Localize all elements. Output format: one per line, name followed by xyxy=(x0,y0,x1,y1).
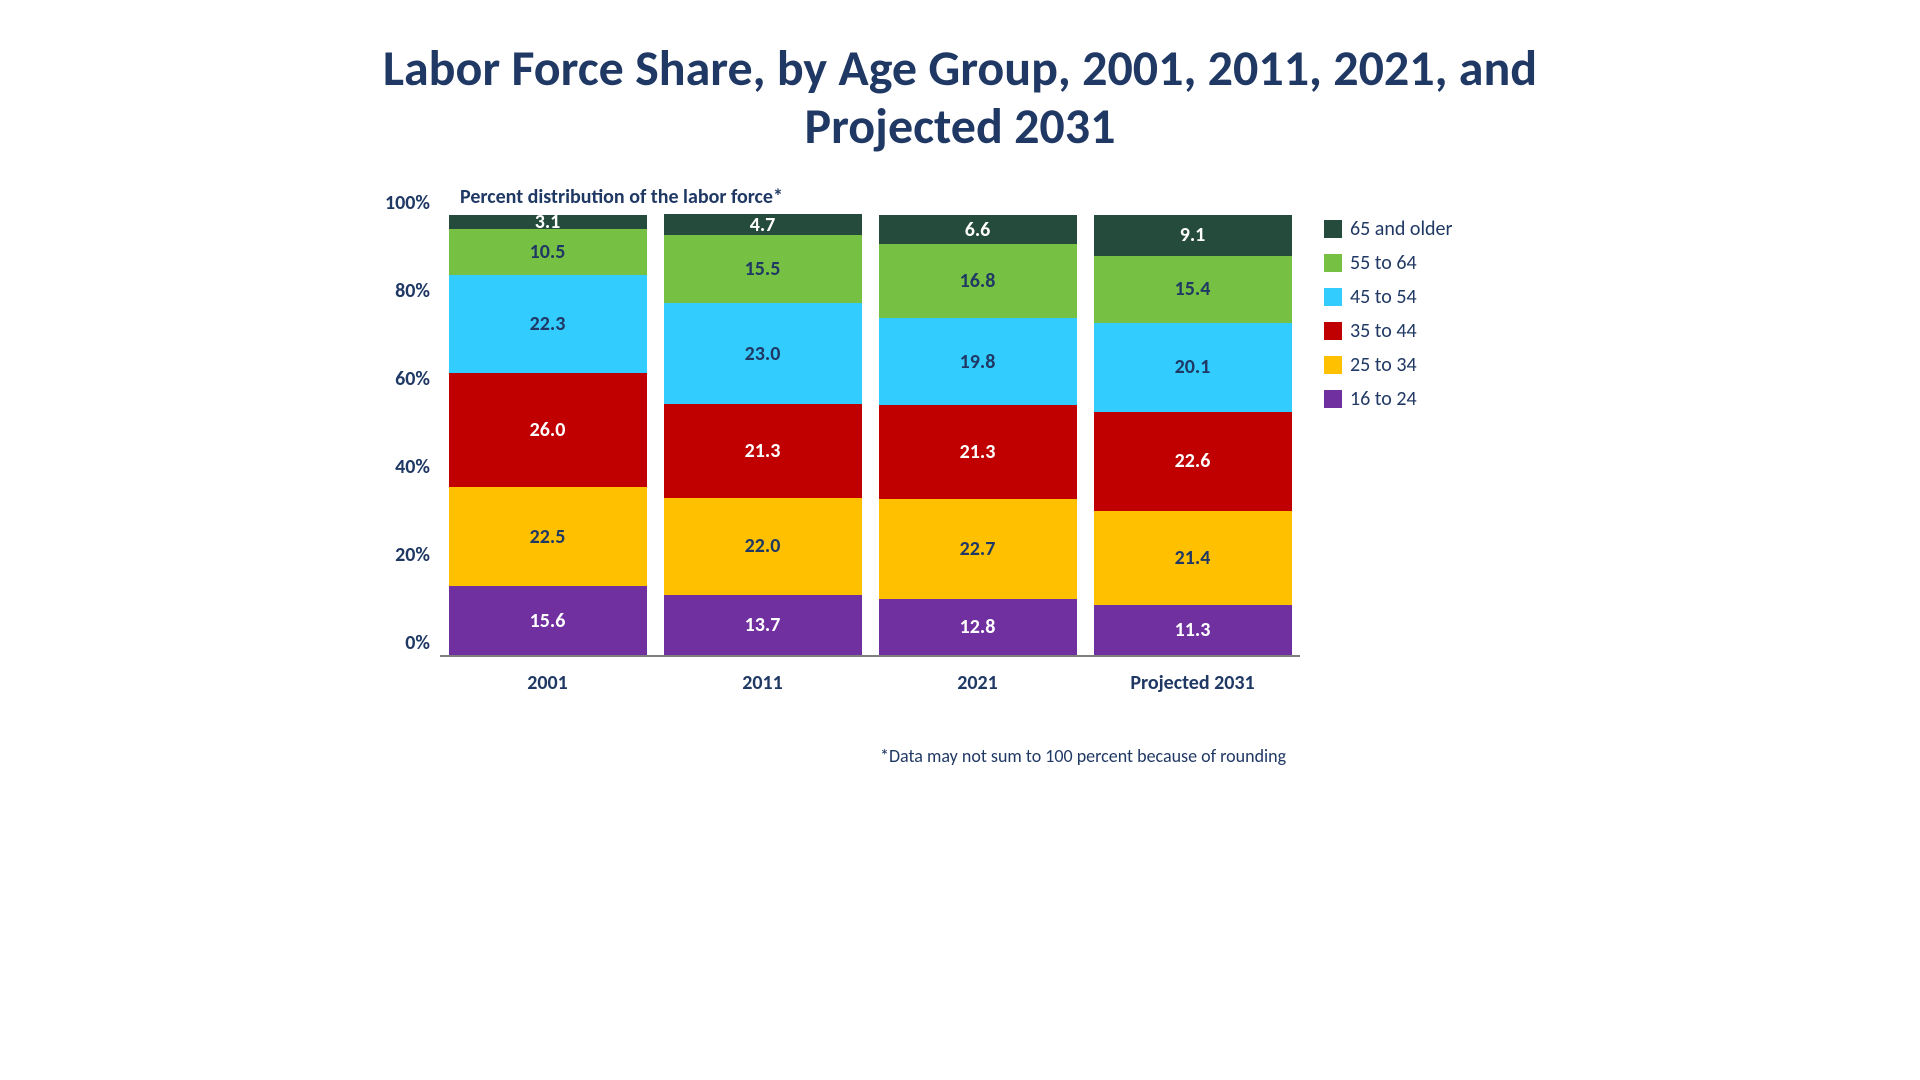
bar-segment: 15.5 xyxy=(664,235,862,303)
legend-swatch xyxy=(1324,390,1342,408)
legend-item: 55 to 64 xyxy=(1324,251,1452,275)
legend-label: 55 to 64 xyxy=(1350,251,1417,275)
y-axis: 100%80%60%40%20%0% xyxy=(360,215,440,655)
bar-segment: 21.3 xyxy=(879,405,1077,499)
legend-label: 45 to 54 xyxy=(1350,285,1417,309)
legend-item: 25 to 34 xyxy=(1324,353,1452,377)
bar-segment: 22.0 xyxy=(664,498,862,595)
bar-segment: 12.8 xyxy=(879,599,1077,655)
x-axis-label: Projected 2031 xyxy=(1094,671,1292,695)
legend-label: 65 and older xyxy=(1350,217,1452,241)
bar-segment: 15.6 xyxy=(449,586,647,655)
chart-title-line2: Projected 2031 xyxy=(0,98,1920,156)
bar-segment: 3.1 xyxy=(449,215,647,229)
legend-label: 25 to 34 xyxy=(1350,353,1417,377)
legend-item: 16 to 24 xyxy=(1324,387,1452,411)
chart-footnote: *Data may not sum to 100 percent because… xyxy=(880,745,1560,767)
bar-column: 13.722.021.323.015.54.7 xyxy=(664,214,862,655)
legend-swatch xyxy=(1324,322,1342,340)
legend-label: 35 to 44 xyxy=(1350,319,1417,343)
bar-segment: 22.3 xyxy=(449,275,647,373)
bar-segment: 13.7 xyxy=(664,595,862,655)
bar-segment: 21.3 xyxy=(664,404,862,498)
legend-swatch xyxy=(1324,356,1342,374)
bar-segment: 23.0 xyxy=(664,303,862,404)
chart-subtitle: Percent distribution of the labor force* xyxy=(460,185,1560,209)
chart-title-line1: Labor Force Share, by Age Group, 2001, 2… xyxy=(0,40,1920,98)
legend: 65 and older 55 to 64 45 to 54 35 to 44 25 t… xyxy=(1324,217,1452,411)
bar-column: 11.321.422.620.115.49.1 xyxy=(1094,215,1292,655)
x-axis-label: 2021 xyxy=(879,671,1077,695)
x-axis-label: 2001 xyxy=(449,671,647,695)
legend-item: 35 to 44 xyxy=(1324,319,1452,343)
bar-segment: 16.8 xyxy=(879,244,1077,318)
bar-segment: 21.4 xyxy=(1094,511,1292,605)
bar-segment: 22.6 xyxy=(1094,412,1292,511)
chart-area: Percent distribution of the labor force*… xyxy=(360,185,1560,767)
x-axis-labels: 2001 2011 2021 Projected 2031 xyxy=(440,671,1300,695)
bar-segment: 11.3 xyxy=(1094,605,1292,655)
chart-title: Labor Force Share, by Age Group, 2001, 2… xyxy=(0,40,1920,155)
bar-segment: 19.8 xyxy=(879,318,1077,405)
bar-segment: 22.5 xyxy=(449,487,647,586)
plot-row: 100%80%60%40%20%0% 15.622.526.022.310.53… xyxy=(360,215,1560,657)
bar-column: 12.822.721.319.816.86.6 xyxy=(879,215,1077,655)
legend-swatch xyxy=(1324,220,1342,238)
x-axis-label: 2011 xyxy=(664,671,862,695)
plot: 15.622.526.022.310.53.113.722.021.323.01… xyxy=(440,215,1300,657)
bar-segment: 22.7 xyxy=(879,499,1077,599)
bar-segment: 26.0 xyxy=(449,373,647,487)
bar-segment: 15.4 xyxy=(1094,256,1292,324)
bar-segment: 4.7 xyxy=(664,214,862,235)
legend-label: 16 to 24 xyxy=(1350,387,1417,411)
bar-column: 15.622.526.022.310.53.1 xyxy=(449,215,647,655)
bar-segment: 6.6 xyxy=(879,215,1077,244)
bar-segment: 20.1 xyxy=(1094,323,1292,411)
bar-segment: 9.1 xyxy=(1094,215,1292,255)
legend-item: 65 and older xyxy=(1324,217,1452,241)
legend-swatch xyxy=(1324,254,1342,272)
legend-swatch xyxy=(1324,288,1342,306)
bar-segment: 10.5 xyxy=(449,229,647,275)
legend-item: 45 to 54 xyxy=(1324,285,1452,309)
